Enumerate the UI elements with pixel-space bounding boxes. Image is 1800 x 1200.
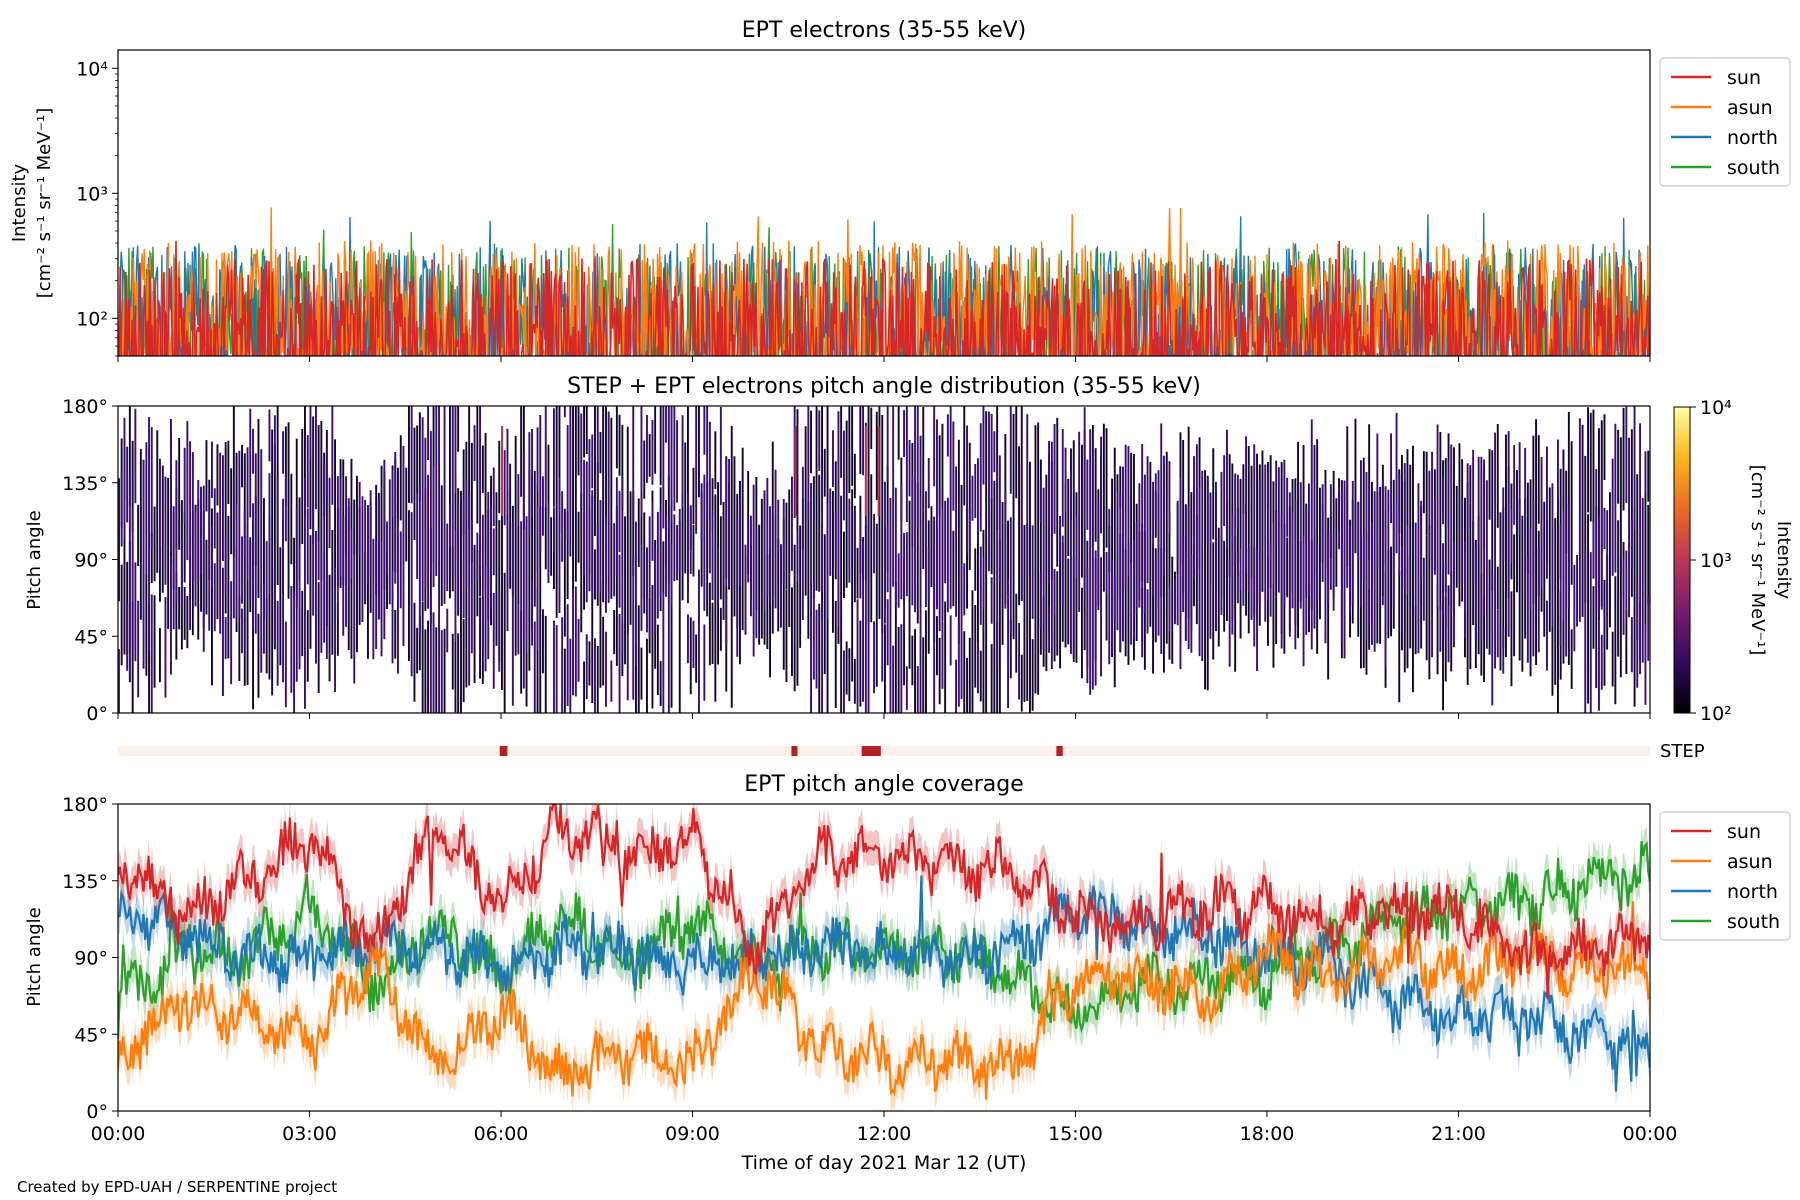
pad-ytick-label: 45° <box>74 626 108 648</box>
coverage-series <box>118 804 1650 1111</box>
coverage-ytick-label: 135° <box>62 871 108 893</box>
legend-label-asun: asun <box>1727 851 1773 873</box>
intensity-legend: sun asun north south <box>1659 57 1791 187</box>
legend-frame <box>1659 57 1791 187</box>
intensity-ytick-label: 10⁴ <box>76 58 108 80</box>
pad-cells-mid <box>118 406 1650 713</box>
intensity-series <box>118 207 1650 356</box>
coverage-xtick-label: 21:00 <box>1431 1123 1486 1145</box>
coverage-xtick-label: 06:00 <box>474 1123 529 1145</box>
intensity-ylabel-units: [cm⁻² s⁻¹ sr⁻¹ MeV⁻¹] <box>34 108 55 299</box>
coverage-ytick-label: 0° <box>86 1101 108 1123</box>
step-active-mark <box>861 746 881 756</box>
pad-panel: STEP + EPT electrons pitch angle distrib… <box>24 374 1794 725</box>
colorbar-ticks: 10² 10³ 10⁴ <box>1690 397 1732 725</box>
coverage-title: EPT pitch angle coverage <box>744 772 1024 797</box>
pad-cell-hot <box>877 426 880 516</box>
step-bar <box>118 746 1650 756</box>
step-active-mark <box>1056 746 1063 756</box>
colorbar <box>1673 406 1691 714</box>
coverage-xtick-label: 09:00 <box>665 1123 720 1145</box>
coverage-xtick-label: 00:00 <box>1623 1123 1678 1145</box>
coverage-band-sun <box>118 804 1650 1017</box>
pad-ytick-label: 0° <box>86 703 108 725</box>
step-active-mark <box>791 746 798 756</box>
credit-text: Created by EPD-UAH / SERPENTINE project <box>17 1178 338 1196</box>
legend-frame <box>1659 811 1791 941</box>
legend-label-north: north <box>1727 881 1778 903</box>
legend-label-south: south <box>1727 157 1780 179</box>
coverage-line-south <box>118 841 1650 1039</box>
coverage-xtick-label: 03:00 <box>282 1123 337 1145</box>
pad-cells-dark <box>118 406 1650 713</box>
coverage-xtick-label: 00:00 <box>91 1123 146 1145</box>
colorbar-tick-label: 10³ <box>1700 550 1732 572</box>
pad-xticks <box>117 713 1651 719</box>
coverage-line-sun <box>118 804 1650 1000</box>
coverage-line-asun <box>118 901 1650 1100</box>
coverage-xticks: 00:00 03:00 06:00 09:00 12:00 15:00 18:00 21:00… <box>91 1111 1678 1145</box>
intensity-xticks <box>117 356 1651 362</box>
coverage-ytick-label: 180° <box>62 794 108 816</box>
intensity-ytick-label: 10³ <box>76 183 108 205</box>
coverage-xlabel: Time of day 2021 Mar 12 (UT) <box>741 1152 1027 1174</box>
pad-ytick-label: 135° <box>62 473 108 495</box>
coverage-xtick-label: 18:00 <box>1240 1123 1295 1145</box>
pad-yticks: 0° 45° 90° 135° 180° <box>62 396 118 725</box>
coverage-panel: EPT pitch angle coverage 0° 45° 90° 135° 180… <box>24 772 1791 1174</box>
legend-label-sun: sun <box>1727 821 1761 843</box>
coverage-ytick-label: 45° <box>74 1024 108 1046</box>
pad-ytick-label: 90° <box>74 550 108 572</box>
intensity-line-asun <box>119 207 1650 356</box>
intensity-ytick-label: 10² <box>76 308 108 330</box>
pad-title: STEP + EPT electrons pitch angle distrib… <box>567 374 1201 399</box>
legend-label-sun: sun <box>1727 67 1761 89</box>
step-panel: STEP <box>118 741 1705 762</box>
coverage-legend: sun asun north south <box>1659 811 1791 941</box>
legend-label-asun: asun <box>1727 97 1773 119</box>
colorbar-tick-label: 10² <box>1700 703 1732 725</box>
intensity-panel: EPT electrons (35-55 keV) 10² 10³ 10⁴ Inte… <box>9 18 1791 362</box>
intensity-yticks: 10² 10³ 10⁴ <box>76 58 118 357</box>
legend-label-north: north <box>1727 127 1778 149</box>
step-marks <box>499 746 1063 756</box>
coverage-ylabel: Pitch angle <box>24 907 45 1006</box>
coverage-band-asun <box>118 884 1650 1111</box>
pad-cell-hot <box>794 426 797 516</box>
intensity-line-sun <box>118 240 1650 356</box>
colorbar-tick-label: 10⁴ <box>1700 397 1732 419</box>
coverage-yticks: 0° 45° 90° 135° 180° <box>62 794 118 1123</box>
pad-heatmap-cells <box>118 406 1650 713</box>
colorbar-label: Intensity <box>1773 521 1794 600</box>
pad-cell-hot <box>501 426 503 516</box>
pad-cell-hot <box>864 426 867 516</box>
coverage-xtick-label: 15:00 <box>1048 1123 1103 1145</box>
coverage-xtick-label: 12:00 <box>857 1123 912 1145</box>
pad-ylabel: Pitch angle <box>24 510 45 609</box>
intensity-ylabel: Intensity <box>9 163 30 242</box>
coverage-line-north <box>118 875 1650 1092</box>
intensity-title: EPT electrons (35-55 keV) <box>742 18 1027 43</box>
step-label: STEP <box>1660 741 1705 762</box>
pad-ytick-label: 180° <box>62 396 108 418</box>
step-active-mark <box>499 746 508 756</box>
coverage-ytick-label: 90° <box>74 948 108 970</box>
legend-label-south: south <box>1727 911 1780 933</box>
colorbar-units: [cm⁻² s⁻¹ sr⁻¹ MeV⁻¹] <box>1747 465 1768 656</box>
